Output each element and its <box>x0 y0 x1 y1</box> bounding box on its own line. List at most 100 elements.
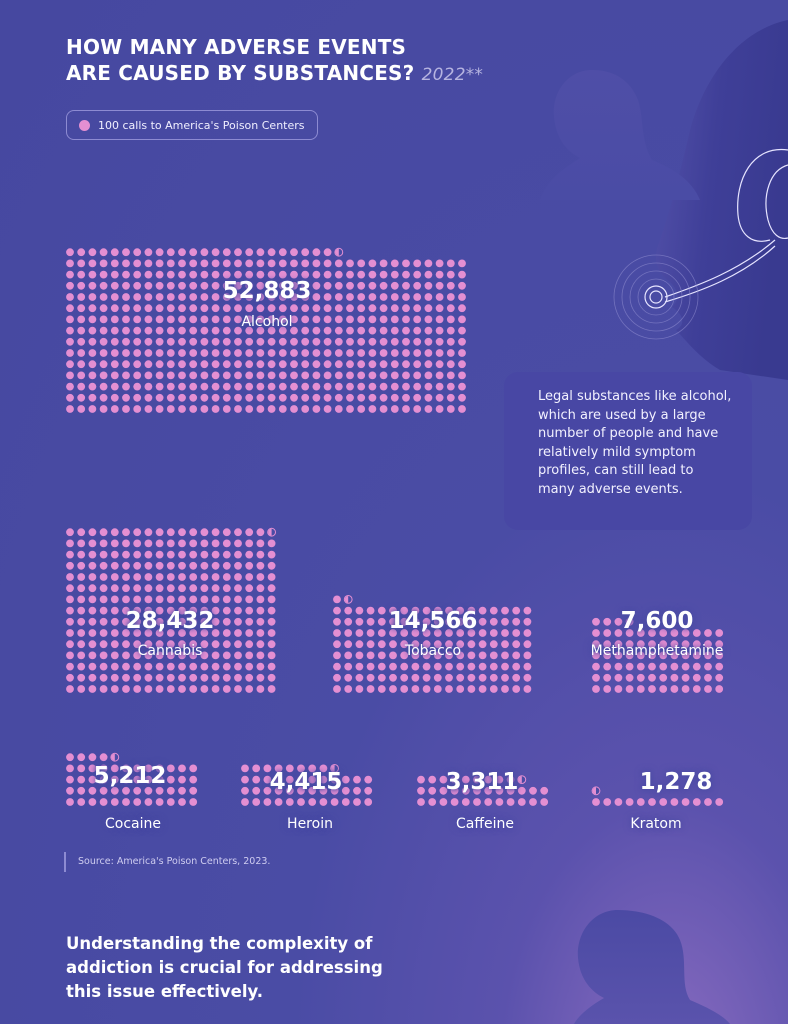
waffle-dot-cannabis <box>267 662 276 671</box>
waffle-dot-tobacco <box>489 606 498 615</box>
waffle-dot-caffeine <box>495 798 504 806</box>
waffle-dot-alcohol <box>88 281 97 290</box>
waffle-dot-alcohol <box>301 270 310 279</box>
waffle-dot-alcohol <box>166 293 175 301</box>
waffle-dot-alcohol <box>346 270 354 279</box>
waffle-dot-cannabis <box>133 617 142 626</box>
waffle-dot-alcohol <box>290 360 298 369</box>
waffle-dot-tobacco <box>489 617 498 626</box>
value-label-cannabis: 28,432 <box>125 608 215 634</box>
waffle-dot-alcohol <box>402 293 410 301</box>
waffle-dot-methamphetamine <box>715 662 724 671</box>
waffle-dot-alcohol <box>368 360 377 369</box>
value-label-heroin: 4,415 <box>269 769 343 795</box>
waffle-dot-methamphetamine <box>670 662 679 671</box>
waffle-dot-alcohol <box>379 293 388 301</box>
waffle-dot-cannabis <box>178 528 186 537</box>
waffle-dot-cannabis <box>66 528 74 537</box>
waffle-dot-cannabis <box>77 561 86 570</box>
waffle-dot-cannabis <box>245 662 254 671</box>
waffle-dot-tobacco <box>411 629 420 637</box>
waffle-dot-alcohol <box>200 248 209 257</box>
waffle-dot-alcohol <box>144 270 153 279</box>
waffle-dot-cannabis <box>122 528 130 537</box>
waffle-dot-alcohol <box>166 360 175 369</box>
waffle-dot-alcohol <box>88 382 97 391</box>
waffle-dot-tobacco <box>501 662 509 671</box>
waffle-dot-cannabis <box>88 673 97 682</box>
waffle-dot-cannabis <box>133 629 142 637</box>
waffle-dot-alcohol <box>122 259 130 268</box>
waffle-dot-alcohol <box>189 349 198 357</box>
waffle-dot-alcohol <box>346 371 354 380</box>
waffle-dot-alcohol <box>66 393 74 402</box>
waffle-dot-alcohol <box>346 315 354 324</box>
waffle-dot-caffeine <box>450 786 459 795</box>
waffle-dot-tobacco <box>478 629 487 637</box>
waffle-dot-alcohol <box>424 281 433 290</box>
waffle-dot-alcohol <box>312 393 321 402</box>
waffle-dot-cannabis <box>110 606 119 615</box>
waffle-dot-alcohol <box>211 360 220 369</box>
waffle-dot-cannabis <box>122 617 130 626</box>
waffle-dot-cannabis <box>122 595 130 604</box>
waffle-dot-cannabis <box>200 651 209 660</box>
waffle-dot-cannabis <box>178 685 186 693</box>
waffle-dot-cannabis <box>144 651 153 660</box>
waffle-dot-methamphetamine <box>659 640 668 649</box>
waffle-dot-methamphetamine <box>715 640 724 649</box>
waffle-dot-methamphetamine <box>603 640 612 649</box>
waffle-dot-cannabis <box>133 561 142 570</box>
waffle-dot-cannabis <box>222 685 231 693</box>
waffle-dot-alcohol <box>133 405 142 413</box>
waffle-dot-alcohol <box>301 315 310 324</box>
waffle-dot-cannabis <box>66 662 74 671</box>
waffle-dot-methamphetamine <box>704 629 712 637</box>
waffle-dot-alcohol <box>435 293 444 301</box>
waffle-dot-cannabis <box>256 539 265 548</box>
waffle-dot-alcohol <box>245 304 254 313</box>
waffle-dot-cannabis <box>88 539 97 548</box>
waffle-dot-alcohol <box>435 393 444 402</box>
waffle-dot-alcohol <box>245 382 254 391</box>
waffle-dot-alcohol <box>178 326 186 335</box>
waffle-dot-alcohol <box>133 337 142 346</box>
waffle-dot-methamphetamine <box>648 651 656 660</box>
waffle-dot-alcohol <box>110 248 119 257</box>
waffle-dot-alcohol <box>323 326 332 335</box>
waffle-partial-dot-cannabis <box>268 528 272 536</box>
waffle-dot-alcohol <box>458 382 466 391</box>
waffle-dot-cannabis <box>200 561 209 570</box>
waffle-dot-cannabis <box>144 685 153 693</box>
waffle-dot-tobacco <box>333 662 341 671</box>
waffle-dot-cannabis <box>99 606 108 615</box>
category-label-cannabis: Cannabis <box>137 643 203 659</box>
waffle-dot-heroin <box>274 764 283 773</box>
waffle-dot-tobacco <box>389 606 397 615</box>
waffle-dot-alcohol <box>435 360 444 369</box>
waffle-dot-cannabis <box>222 573 231 581</box>
waffle-dot-alcohol <box>267 405 276 413</box>
waffle-dot-alcohol <box>222 337 231 346</box>
waffle-dot-cannabis <box>155 662 164 671</box>
waffle-partial-dot-alcohol <box>335 248 339 256</box>
waffle-dot-alcohol <box>144 405 153 413</box>
waffle-dot-cocaine <box>77 753 86 762</box>
waffle-dot-cocaine <box>122 764 130 773</box>
waffle-dot-alcohol <box>211 393 220 402</box>
waffle-dot-alcohol <box>413 281 422 290</box>
waffle-dot-alcohol <box>178 393 186 402</box>
waffle-dot-cannabis <box>211 640 220 649</box>
waffle-dot-caffeine <box>529 798 537 806</box>
waffle-dot-cannabis <box>189 561 198 570</box>
waffle-dot-cocaine <box>77 775 86 784</box>
waffle-dot-heroin <box>263 786 272 795</box>
waffle-dot-caffeine <box>417 786 425 795</box>
waffle-dot-cannabis <box>178 584 186 593</box>
waffle-dot-heroin <box>241 798 249 806</box>
waffle-dot-alcohol <box>290 270 298 279</box>
waffle-dot-cannabis <box>122 606 130 615</box>
waffle-dot-tobacco <box>523 606 532 615</box>
waffle-dot-cannabis <box>155 550 164 559</box>
waffle-dot-alcohol <box>334 293 343 301</box>
